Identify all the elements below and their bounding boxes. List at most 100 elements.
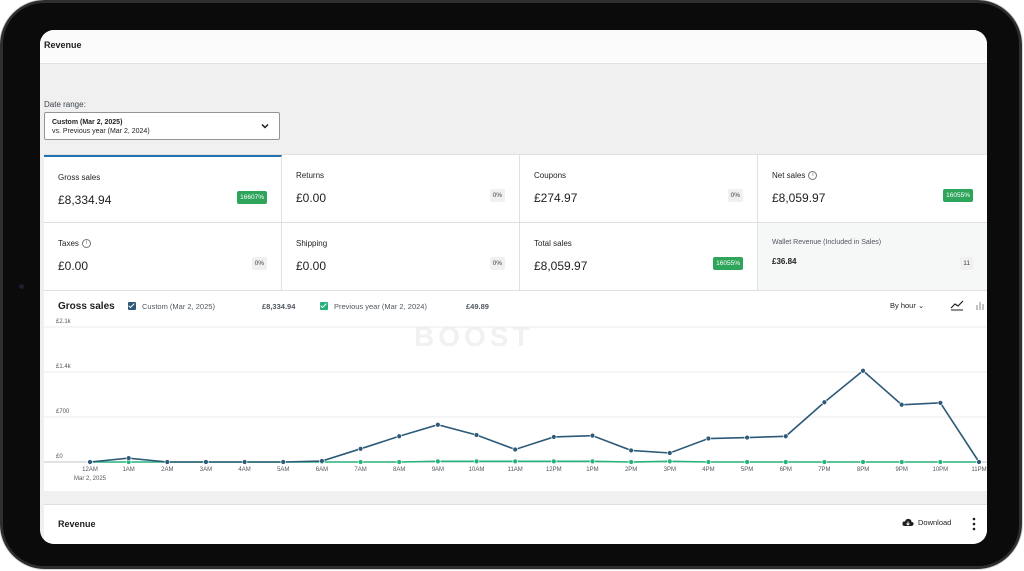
card-wallet-revenue[interactable]: Wallet Revenue (Included in Sales) £36.8… xyxy=(758,223,987,291)
card-shipping[interactable]: Shipping £0.00 0% xyxy=(282,223,520,291)
x-tick-label: 5PM xyxy=(741,467,753,473)
date-range-comparison: vs. Previous year (Mar 2, 2024) xyxy=(52,128,150,135)
screen: Revenue Date range: Custom (Mar 2, 2025)… xyxy=(40,30,987,544)
chevron-down-icon: ⌄ xyxy=(917,301,925,310)
x-tick-label: 7AM xyxy=(354,467,366,473)
card-value: £8,334.94 xyxy=(58,193,112,207)
data-point xyxy=(357,459,364,465)
data-point xyxy=(512,446,518,453)
x-tick-label: 8PM xyxy=(857,467,869,473)
x-tick-label: 6PM xyxy=(780,467,792,473)
legend-total: £8,334.94 xyxy=(262,302,296,311)
data-point xyxy=(976,459,982,465)
x-date-label: Mar 2, 2025 xyxy=(74,476,107,482)
date-range-primary: Custom (Mar 2, 2025) xyxy=(52,119,123,126)
data-point xyxy=(396,459,402,465)
card-value: £36.84 xyxy=(772,257,797,266)
x-tick-label: 7PM xyxy=(818,467,830,473)
delta-badge: 0% xyxy=(727,189,743,202)
card-value: £8,059.97 xyxy=(772,191,826,205)
legend-item-current[interactable]: Custom (Mar 2, 2025) xyxy=(128,302,215,311)
download-label: Download xyxy=(918,518,952,527)
y-tick-label: £1.4k xyxy=(56,364,72,370)
data-point xyxy=(164,459,171,465)
data-point xyxy=(937,459,944,465)
x-tick-label: 4PM xyxy=(702,467,714,473)
data-point xyxy=(937,400,944,406)
x-tick-label: 12AM xyxy=(82,467,98,473)
data-point xyxy=(125,455,132,461)
legend-item-previous[interactable]: Previous year (Mar 2, 2024) xyxy=(320,302,427,311)
card-label: Gross sales xyxy=(58,173,101,182)
data-point xyxy=(435,422,441,428)
card-value: £0.00 xyxy=(58,259,89,273)
x-tick-label: 10AM xyxy=(469,467,485,473)
card-returns[interactable]: Returns £0.00 0% xyxy=(282,155,520,223)
card-taxes[interactable]: Taxes i £0.00 0% xyxy=(44,223,282,291)
delta-badge: 0% xyxy=(251,257,267,270)
card-value: £274.97 xyxy=(534,191,578,205)
x-tick-label: 8AM xyxy=(393,467,405,473)
watermark: BOOST xyxy=(414,321,534,352)
delta-badge: 0% xyxy=(489,189,505,202)
chevron-down-icon xyxy=(261,123,269,129)
x-tick-label: 9AM xyxy=(432,467,444,473)
x-tick-label: 5AM xyxy=(277,467,289,473)
more-options-icon[interactable] xyxy=(972,517,976,531)
delta-badge: 16607% xyxy=(237,191,267,204)
top-bar: Revenue xyxy=(40,30,987,64)
card-label: Coupons xyxy=(534,171,567,180)
date-range-select[interactable]: Custom (Mar 2, 2025) vs. Previous year (… xyxy=(44,112,280,140)
data-point xyxy=(203,459,209,465)
x-tick-label: 11AM xyxy=(508,467,523,473)
x-tick-label: 11PM xyxy=(971,467,986,473)
delta-badge: 16055% xyxy=(943,189,973,202)
data-point xyxy=(705,459,712,465)
data-point xyxy=(744,434,750,441)
card-gross-sales[interactable]: Gross sales £8,334.94 16607% xyxy=(44,155,282,223)
data-point xyxy=(821,459,828,465)
data-point xyxy=(589,458,596,465)
card-net-sales[interactable]: Net sales i £8,059.97 16055% xyxy=(758,155,987,223)
data-point xyxy=(705,435,712,442)
data-point xyxy=(860,459,866,465)
data-point xyxy=(280,459,286,465)
data-point xyxy=(241,459,248,465)
card-label: Net sales xyxy=(772,171,806,180)
data-point xyxy=(667,458,673,465)
data-point xyxy=(87,459,93,465)
chart-panel: BOOST Gross sales Custom (Mar 2, 2025) £… xyxy=(44,290,987,491)
y-tick-label: £700 xyxy=(56,409,70,415)
summary-cards: Gross sales £8,334.94 16607% Returns £0.… xyxy=(44,154,987,291)
card-coupons[interactable]: Coupons £274.97 0% xyxy=(520,155,758,223)
card-label: Total sales xyxy=(534,239,572,248)
data-point xyxy=(512,458,518,465)
info-icon[interactable]: i xyxy=(81,239,91,249)
data-point xyxy=(898,459,905,465)
data-point xyxy=(898,402,905,408)
data-point xyxy=(357,446,364,452)
chart-title: Gross sales xyxy=(58,301,115,312)
data-point xyxy=(435,458,441,465)
checkbox-icon[interactable] xyxy=(320,302,328,310)
bar-chart-icon[interactable] xyxy=(974,299,986,311)
data-point xyxy=(860,368,866,374)
x-tick-label: 6AM xyxy=(316,467,328,473)
download-button[interactable]: Download xyxy=(902,518,951,527)
data-point xyxy=(628,447,634,454)
checkbox-icon[interactable] xyxy=(128,302,136,310)
card-label: Taxes xyxy=(58,239,79,248)
x-tick-label: 2AM xyxy=(161,467,173,473)
interval-select[interactable]: By hour ⌄ xyxy=(890,301,924,310)
data-point xyxy=(473,432,480,438)
data-point xyxy=(744,459,750,465)
card-label: Shipping xyxy=(296,239,328,248)
info-icon[interactable]: i xyxy=(808,171,818,181)
card-total-sales[interactable]: Total sales £8,059.97 16055% xyxy=(520,223,758,291)
x-tick-label: 10PM xyxy=(933,467,949,473)
data-point xyxy=(783,433,789,439)
card-value: £0.00 xyxy=(296,259,327,273)
data-point xyxy=(589,432,596,439)
legend-label: Custom (Mar 2, 2025) xyxy=(142,302,215,311)
line-chart-icon[interactable] xyxy=(950,299,964,311)
